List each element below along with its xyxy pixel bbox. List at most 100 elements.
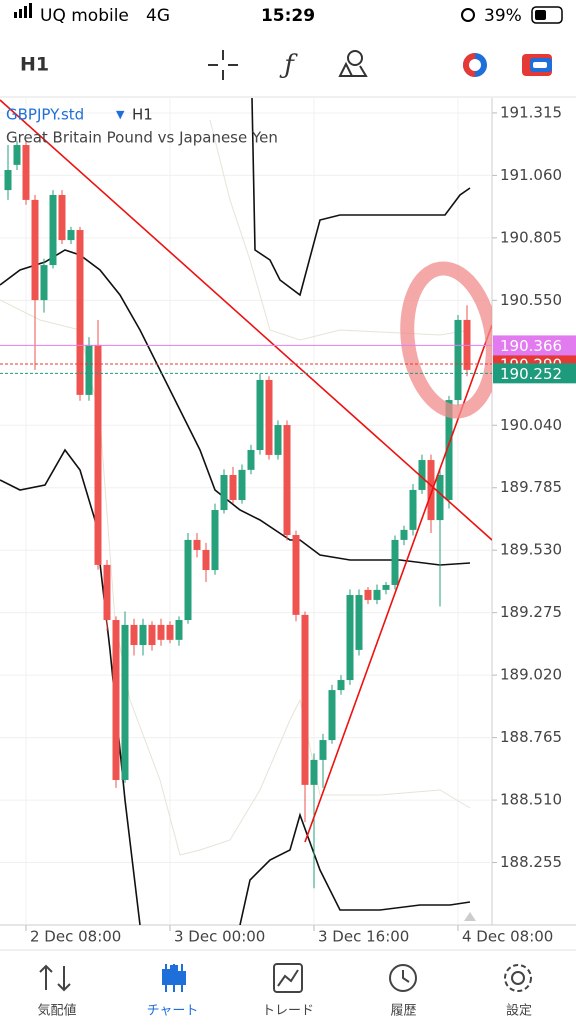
candle-body: [130, 624, 138, 646]
y-tick-label: 188.255: [500, 853, 562, 871]
candle-body: [409, 489, 417, 530]
candle-body: [31, 199, 39, 301]
timeframe-button[interactable]: H1: [20, 54, 49, 76]
tab-label[interactable]: チャート: [147, 1004, 199, 1019]
candle-body: [184, 539, 192, 621]
tab-label[interactable]: 気配値: [37, 1003, 76, 1019]
clock: 15:29: [261, 6, 315, 26]
tab-bar: 気配値 チャート トレード 履歴 設定: [37, 1003, 532, 1019]
candle-body: [301, 614, 309, 785]
tab-label[interactable]: トレード: [262, 1004, 314, 1019]
candle-body: [4, 170, 12, 191]
tab-label[interactable]: 履歴: [390, 1004, 416, 1019]
toolbar: H1 ƒ: [20, 50, 552, 80]
candle-body: [211, 510, 219, 571]
candle-body: [382, 584, 390, 590]
y-tick-label: 190.550: [500, 291, 562, 309]
candle-body: [256, 379, 264, 451]
y-tick-label: 191.315: [500, 103, 562, 121]
y-tick-label: 191.060: [500, 166, 562, 184]
account-icon[interactable]: [522, 54, 552, 76]
candle-body: [247, 450, 255, 470]
candle-body: [265, 379, 273, 455]
candle-body: [391, 539, 399, 585]
scroll-marker: [464, 912, 476, 921]
candle-body: [148, 624, 156, 646]
x-tick-label: 4 Dec 08:00: [462, 928, 553, 946]
tab-label[interactable]: 設定: [506, 1003, 532, 1019]
y-tick-label: 190.040: [500, 416, 562, 434]
candle-body: [49, 195, 57, 266]
tab-icons: [39, 963, 532, 993]
candle-body: [85, 344, 93, 395]
objects-icon[interactable]: [338, 50, 368, 77]
candle-body: [319, 740, 327, 760]
candle-body: [364, 589, 372, 600]
carrier: UQ mobile: [40, 6, 129, 26]
candle-body: [418, 460, 426, 490]
candle-body: [121, 624, 129, 780]
candle-body: [283, 425, 291, 536]
candle-body: [454, 319, 462, 401]
candle-body: [400, 529, 408, 540]
trade-icon[interactable]: [463, 53, 487, 77]
x-tick-label: 3 Dec 16:00: [318, 928, 409, 946]
candle-body: [427, 460, 435, 521]
candle-body: [202, 549, 210, 571]
chart-timeframe: H1: [132, 106, 153, 124]
candle-body: [436, 475, 444, 521]
crosshair-icon[interactable]: [208, 50, 238, 80]
candle-body: [40, 265, 48, 301]
y-tick-label: 188.765: [500, 728, 562, 746]
x-tick-label: 3 Dec 00:00: [174, 928, 265, 946]
y-tick-label: 189.530: [500, 541, 562, 559]
candle-body: [103, 564, 111, 621]
candle-body: [337, 680, 345, 691]
candle-body: [238, 469, 246, 500]
candle-body: [76, 230, 84, 395]
indicators-icon[interactable]: ƒ: [279, 50, 298, 80]
x-tick-label: 2 Dec 08:00: [30, 928, 121, 946]
price-label: 190.366: [500, 337, 562, 355]
price-label: 190.252: [500, 365, 562, 383]
candle-body: [328, 690, 336, 741]
battery-level: 39%: [484, 6, 522, 26]
y-tick-label: 188.510: [500, 791, 562, 809]
candle-body: [445, 400, 453, 500]
candle-body: [22, 145, 30, 200]
candle-body: [292, 535, 300, 615]
candle-body: [139, 624, 147, 646]
candle-body: [346, 595, 354, 681]
price-label-box: [493, 363, 576, 384]
price-label-box: [493, 335, 576, 356]
candles: [4, 141, 471, 889]
indicators: [0, 98, 471, 925]
y-tick-label: 189.275: [500, 603, 562, 621]
y-tick-label: 190.805: [500, 228, 562, 246]
y-tick-label: 189.785: [500, 478, 562, 496]
candle-body: [94, 344, 102, 565]
candle-body: [355, 595, 363, 650]
candle-body: [67, 230, 75, 241]
status-bar: UQ mobile 4G 15:29 39%: [14, 3, 563, 26]
candle-body: [175, 620, 183, 640]
y-tick-label: 189.020: [500, 666, 562, 684]
network: 4G: [146, 6, 170, 26]
candle-body: [373, 589, 381, 600]
symbol-dropdown[interactable]: ▼: [116, 108, 125, 121]
candle-body: [220, 475, 228, 511]
candle-body: [112, 620, 120, 780]
candle-body: [229, 475, 237, 500]
symbol-description: Great Britain Pound vs Japanese Yen: [6, 129, 278, 147]
candle-body: [274, 425, 282, 455]
candle-body: [310, 759, 318, 785]
candle-body: [157, 624, 165, 640]
candle-body: [13, 145, 21, 165]
candle-body: [166, 624, 174, 640]
symbol[interactable]: GBPJPY.std: [6, 106, 84, 124]
candle-body: [193, 539, 201, 550]
candle-body: [58, 195, 66, 241]
